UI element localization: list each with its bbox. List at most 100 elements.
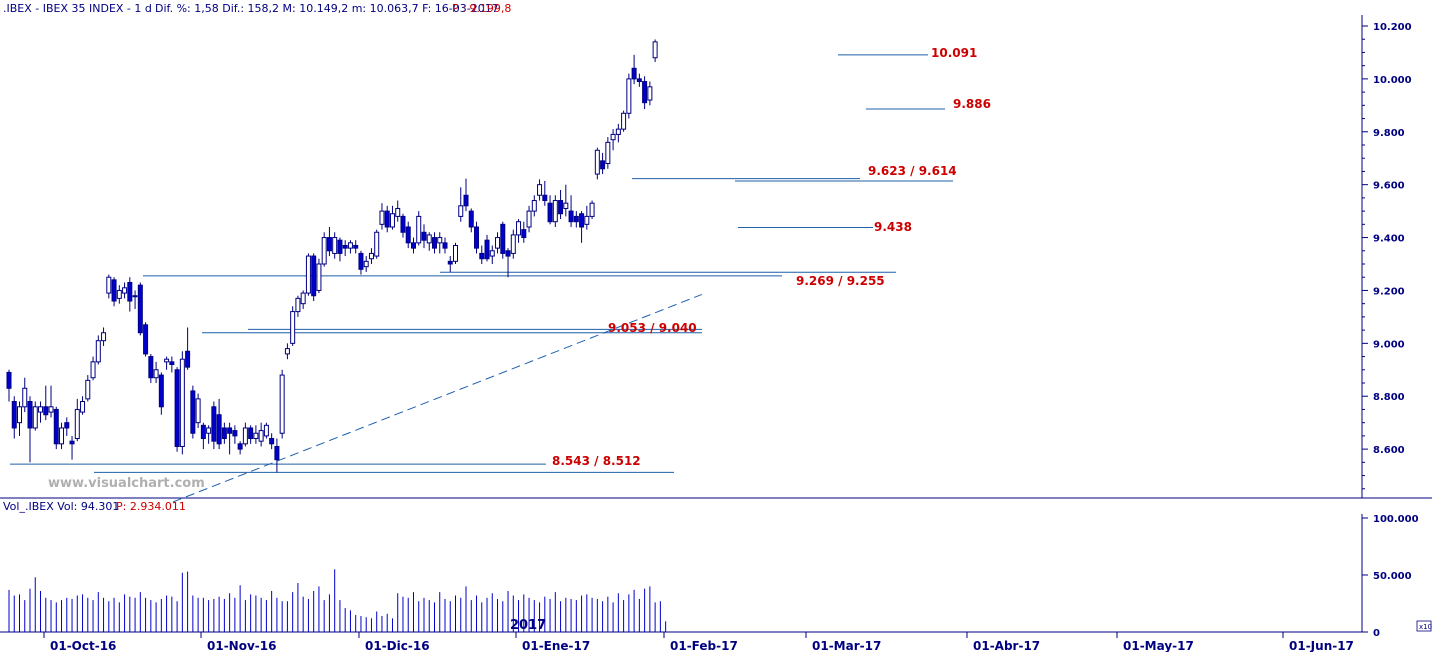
candle-body-up xyxy=(316,263,322,291)
volume-tick-label: 50.000 xyxy=(1373,571,1412,582)
candle-body-up xyxy=(347,242,353,249)
volume-tick-label: 100.000 xyxy=(1373,514,1419,525)
candle-body-down xyxy=(248,427,254,440)
candle-body-up xyxy=(17,406,23,424)
candle xyxy=(389,205,395,230)
candle-body-down xyxy=(337,239,343,254)
price-tick-label: 9.000 xyxy=(1373,339,1405,350)
candle xyxy=(143,322,149,357)
header-stats: Dif. %: 1,58 Dif.: 158,2 M: 10.149,2 m: … xyxy=(155,2,499,15)
candle xyxy=(164,356,170,370)
candle-body-up xyxy=(379,210,385,225)
year-marker: 2017 xyxy=(510,618,546,633)
candle xyxy=(111,277,117,307)
candle-body-down xyxy=(358,252,364,270)
candle xyxy=(80,396,86,415)
candle-body-up xyxy=(290,311,296,344)
candle xyxy=(652,39,658,63)
candle xyxy=(48,385,54,418)
candle-body-up xyxy=(621,112,627,130)
volume-header-last: P: 2.934.011 xyxy=(116,500,186,513)
candle xyxy=(127,277,133,312)
candle xyxy=(568,195,574,227)
candle xyxy=(410,237,416,254)
candle-body-down xyxy=(500,223,506,254)
candle-body-up xyxy=(32,406,38,429)
candle-body-down xyxy=(353,244,359,249)
candle-body-down xyxy=(421,231,427,241)
candle-body-up xyxy=(101,332,107,342)
x-tick-label: 01-Ene-17 xyxy=(522,639,590,652)
candle xyxy=(242,422,248,447)
candle xyxy=(279,369,285,439)
candle-body-up xyxy=(106,276,112,294)
candle-body-down xyxy=(573,215,579,223)
candle xyxy=(158,372,164,415)
candle xyxy=(453,242,459,264)
candle xyxy=(368,248,374,264)
x-tick-label: 01-May-17 xyxy=(1123,639,1194,652)
candle-body-up xyxy=(437,237,443,244)
candle-body-down xyxy=(158,374,164,408)
x-tick-label: 01-Oct-16 xyxy=(50,639,116,652)
candle xyxy=(32,401,38,431)
candle-body-up xyxy=(122,287,128,294)
candle-body-down xyxy=(521,229,527,239)
candle-body-up xyxy=(363,260,369,268)
candle-body-up xyxy=(368,252,374,260)
candle xyxy=(442,237,448,254)
candle-body-up xyxy=(552,200,558,223)
candle-body-down xyxy=(542,194,548,202)
price-tick-label: 8.600 xyxy=(1373,445,1405,456)
candle-body-down xyxy=(11,401,17,429)
candle-body-down xyxy=(342,244,348,249)
candle-body-up xyxy=(253,432,259,440)
candle xyxy=(594,147,600,180)
candle xyxy=(400,213,406,238)
candle xyxy=(122,282,128,299)
candle-body-down xyxy=(405,226,411,244)
candle-body-down xyxy=(579,213,585,228)
candle-body-down xyxy=(174,369,180,447)
candle xyxy=(542,180,548,206)
candle-body-up xyxy=(537,184,543,196)
candle xyxy=(74,398,80,442)
candle xyxy=(468,208,474,233)
candle xyxy=(269,433,275,450)
candle-body-down xyxy=(484,239,490,260)
header-strip xyxy=(0,0,1362,15)
x-axis: 01-Oct-16 01-Nov-16 01-Dic-16 01-Ene-17 01-F… xyxy=(43,632,1354,652)
candle xyxy=(547,195,553,225)
candle-body-up xyxy=(206,427,212,434)
candle-body-up xyxy=(563,202,569,209)
candle xyxy=(374,229,380,259)
candle xyxy=(206,425,212,444)
candle xyxy=(59,422,65,450)
candle-body-up xyxy=(531,200,537,212)
candle xyxy=(337,237,343,262)
candles-layer xyxy=(6,39,658,473)
candle-body-up xyxy=(395,207,401,217)
candle-body-down xyxy=(631,67,637,80)
candle-body-up xyxy=(305,255,311,294)
candle-body-down xyxy=(311,255,317,297)
candle xyxy=(332,232,338,259)
candle xyxy=(116,285,122,304)
candle xyxy=(232,425,238,444)
candle xyxy=(95,335,101,365)
candle xyxy=(274,438,280,473)
candle xyxy=(631,54,637,85)
level-label: 9.438 xyxy=(874,220,912,234)
candle-body-up xyxy=(647,86,653,101)
candle-body-up xyxy=(179,358,185,447)
candle-body-up xyxy=(74,408,80,440)
candle xyxy=(300,290,306,309)
level-label: 8.543 / 8.512 xyxy=(552,454,641,468)
candle-body-up xyxy=(263,424,269,437)
candle-body-up xyxy=(132,295,138,298)
price-axis: 10.200 10.000 9.800 9.600 9.400 9.200 9.000 8.8… xyxy=(1362,22,1412,490)
candle-body-down xyxy=(431,237,437,249)
candle xyxy=(179,351,185,455)
